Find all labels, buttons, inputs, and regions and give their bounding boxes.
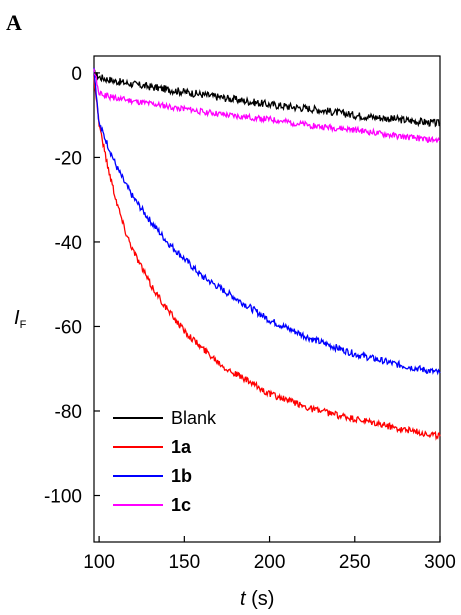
x-axis-label: t (s) [240, 588, 274, 610]
x-tick-label: 200 [254, 552, 286, 573]
series-line-1b [93, 67, 441, 376]
series-line-1c [93, 68, 441, 144]
y-tick-label: 0 [71, 64, 82, 85]
x-axis-label-var: t [240, 588, 247, 610]
y-tick-label: -60 [55, 317, 82, 338]
y-axis-label: IF [14, 307, 27, 331]
y-axis-label-sub: F [20, 319, 27, 331]
y-tick-label: -80 [55, 402, 82, 423]
y-tick-label: -20 [55, 148, 82, 169]
y-tick-label: -40 [55, 233, 82, 254]
x-tick-label: 300 [424, 552, 456, 573]
x-tick-label: 100 [83, 552, 115, 573]
legend-label-1c: 1c [171, 495, 191, 515]
x-axis-label-unit: (s) [246, 588, 275, 610]
y-axis-label-var: I [14, 307, 20, 329]
legend-label-1b: 1b [171, 466, 192, 486]
series-line-1a [93, 75, 441, 441]
x-tick-label: 250 [339, 552, 371, 573]
series-line-Blank [93, 69, 441, 128]
legend-label-Blank: Blank [171, 408, 217, 428]
legend-label-1a: 1a [171, 437, 192, 457]
x-tick-label: 150 [168, 552, 200, 573]
y-tick-label: -100 [44, 487, 82, 508]
plot-frame [93, 55, 441, 543]
panel-label: A [6, 10, 22, 35]
